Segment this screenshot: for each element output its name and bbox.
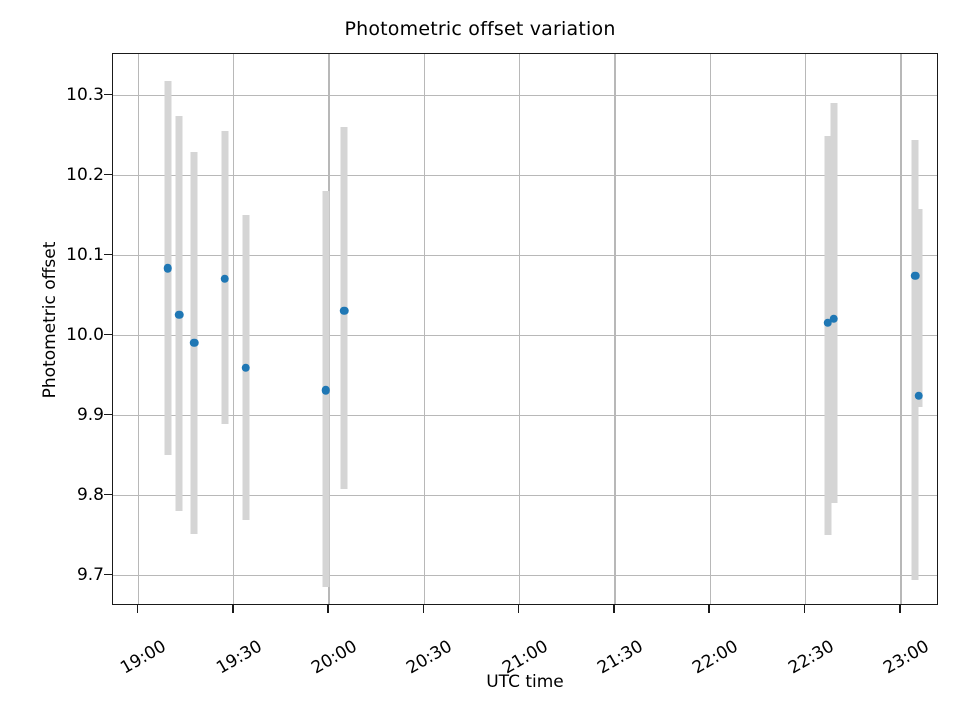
gridline-vertical xyxy=(137,54,140,604)
plot-area xyxy=(112,53,938,605)
data-point xyxy=(340,306,349,316)
data-point xyxy=(321,385,331,395)
y-tick-label: 9.8 xyxy=(76,484,104,505)
gridline-vertical xyxy=(423,54,426,604)
x-axis-label: UTC time xyxy=(486,672,564,692)
y-tick-label: 10.2 xyxy=(66,164,104,185)
gridline-horizontal xyxy=(113,174,937,177)
data-point xyxy=(220,274,230,284)
gridline-horizontal xyxy=(113,334,937,337)
y-tick-label: 9.7 xyxy=(76,564,104,585)
y-tick-label: 10.0 xyxy=(66,324,104,345)
data-point xyxy=(823,318,833,328)
x-axis-tick-marks xyxy=(112,605,938,615)
y-tick-mark xyxy=(104,333,112,336)
x-tick-mark xyxy=(231,605,234,613)
x-tick-mark xyxy=(136,605,139,613)
gridline-vertical xyxy=(233,54,235,604)
gridline-horizontal xyxy=(113,494,937,497)
y-tick-label: 10.3 xyxy=(66,84,104,105)
data-point xyxy=(829,314,839,324)
x-tick-mark xyxy=(517,605,520,613)
data-point xyxy=(241,363,251,372)
data-point xyxy=(174,310,184,320)
error-bar xyxy=(824,135,832,535)
y-axis-tick-marks xyxy=(0,53,112,605)
error-bar xyxy=(830,102,838,503)
data-point xyxy=(910,271,920,280)
data-point xyxy=(163,264,173,273)
y-tick-mark xyxy=(104,573,112,576)
x-tick-mark xyxy=(899,605,901,613)
gridline-vertical xyxy=(518,54,521,604)
gridline-horizontal xyxy=(113,414,937,417)
data-point xyxy=(914,391,923,400)
y-tick-mark xyxy=(104,493,112,496)
y-tick-label: 10.1 xyxy=(66,244,104,265)
x-tick-mark xyxy=(613,605,615,613)
x-tick-mark xyxy=(708,605,711,613)
y-tick-mark xyxy=(104,413,112,416)
gridline-horizontal xyxy=(113,94,937,97)
gridline-vertical xyxy=(900,54,902,604)
x-tick-mark xyxy=(422,605,425,613)
y-tick-label: 9.9 xyxy=(76,404,104,425)
x-tick-mark xyxy=(803,605,806,613)
y-axis-tick-labels: 10.3 10.2 10.1 10.0 9.9 9.8 9.7 xyxy=(0,53,104,605)
gridline-vertical xyxy=(614,54,616,604)
y-tick-mark xyxy=(104,93,112,96)
gridline-vertical xyxy=(804,54,807,604)
data-point xyxy=(189,338,199,348)
x-tick-mark xyxy=(327,605,329,613)
gridline-horizontal xyxy=(113,574,937,577)
y-tick-mark xyxy=(104,173,112,176)
error-bar xyxy=(915,209,923,407)
gridline-horizontal xyxy=(113,254,937,257)
y-tick-mark xyxy=(104,253,112,256)
gridline-vertical xyxy=(709,54,711,604)
chart-title: Photometric offset variation xyxy=(344,18,616,40)
